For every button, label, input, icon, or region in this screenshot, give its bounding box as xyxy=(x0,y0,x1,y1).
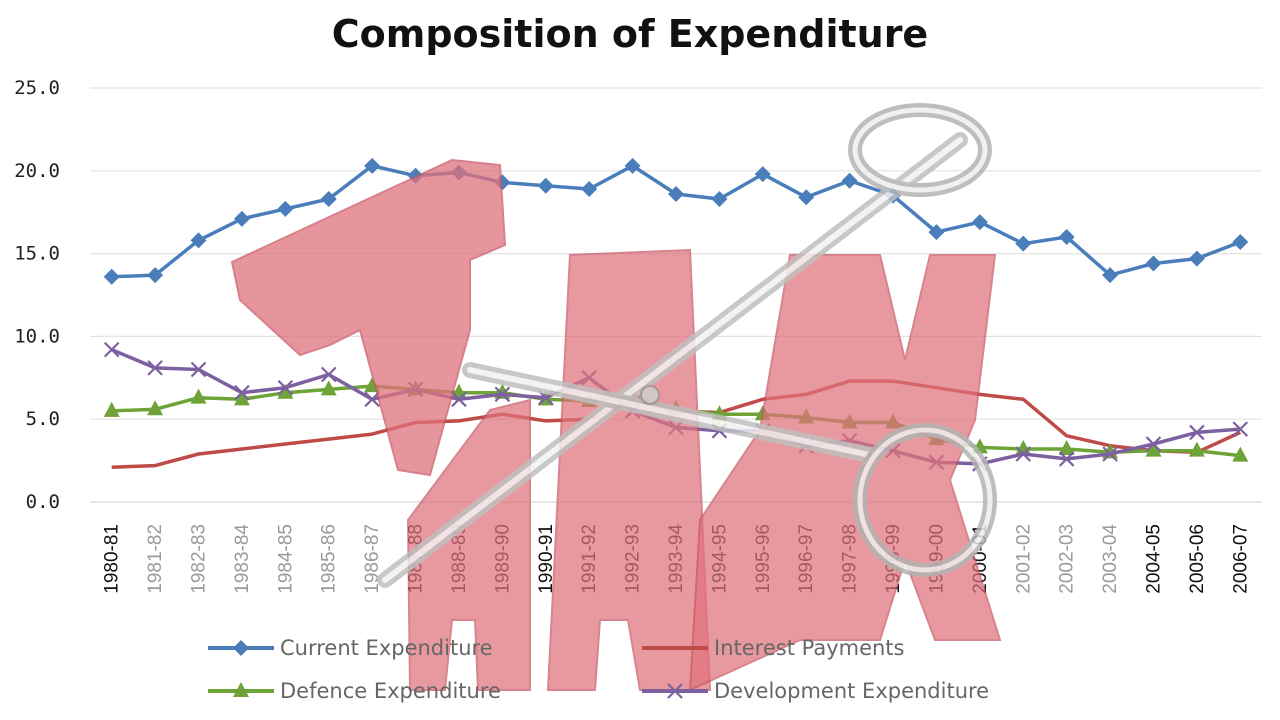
x-tick-label: 2005-06 xyxy=(1187,524,1208,594)
data-point-marker xyxy=(147,400,164,416)
data-point-marker xyxy=(1015,235,1032,252)
data-point-marker xyxy=(190,361,207,378)
data-point-marker xyxy=(147,360,163,376)
x-tick-label: 1986-87 xyxy=(362,524,383,594)
legend-label: Interest Payments xyxy=(714,636,904,660)
data-point-marker xyxy=(233,390,250,406)
legend-label: Defence Expenditure xyxy=(280,679,501,703)
y-axis: 0.0 5.0 10.0 15.0 20.0 25.0 xyxy=(14,77,60,513)
x-tick-label: 2002-03 xyxy=(1057,524,1078,594)
data-point-marker xyxy=(451,391,467,408)
x-tick-label: 1980-81 xyxy=(102,524,123,594)
y-tick-label: 15.0 xyxy=(14,243,60,265)
x-tick-label: 1984-85 xyxy=(275,524,296,594)
x-tick-label: 2003-04 xyxy=(1100,524,1121,594)
legend-entry: Defence Expenditure xyxy=(208,679,501,703)
y-tick-label: 10.0 xyxy=(14,325,60,347)
data-point-marker xyxy=(190,232,207,249)
data-point-marker xyxy=(1058,440,1075,456)
data-point-marker xyxy=(581,181,598,198)
data-point-marker xyxy=(1145,255,1162,272)
legend-entry: Current Expenditure xyxy=(208,636,493,660)
chart-title: Composition of Expenditure xyxy=(331,12,929,56)
data-point-marker xyxy=(1188,250,1205,267)
data-point-marker xyxy=(233,640,249,656)
data-point-marker xyxy=(1189,424,1205,441)
legend-label: Development Expenditure xyxy=(714,679,989,703)
data-point-marker xyxy=(798,189,815,206)
legend-label: Current Expenditure xyxy=(280,636,493,660)
data-point-marker xyxy=(233,210,250,227)
y-tick-label: 25.0 xyxy=(14,77,60,99)
x-tick-label: 1981-82 xyxy=(145,524,166,594)
data-point-marker xyxy=(1058,451,1075,467)
data-point-marker xyxy=(1232,421,1249,437)
legend-entry: Development Expenditure xyxy=(642,679,989,703)
data-point-marker xyxy=(1058,229,1075,246)
scissors-icon xyxy=(377,103,997,588)
overlay-letter-t xyxy=(230,158,507,477)
x-tick-label: 2004-05 xyxy=(1143,524,1164,594)
data-point-marker xyxy=(234,384,250,401)
data-point-marker xyxy=(147,267,164,284)
data-point-marker xyxy=(754,166,771,183)
data-point-marker xyxy=(494,386,511,403)
x-tick-label: 1983-84 xyxy=(232,524,253,594)
data-point-marker xyxy=(320,190,337,207)
tax-scissors-illustration xyxy=(230,103,1002,692)
data-point-marker xyxy=(1232,234,1249,251)
data-point-marker xyxy=(624,157,641,174)
data-point-marker xyxy=(1015,446,1032,462)
data-point-marker xyxy=(971,214,988,231)
legend-entry: Interest Payments xyxy=(642,636,904,660)
data-point-marker xyxy=(841,172,858,189)
data-point-marker xyxy=(103,401,120,417)
data-point-marker xyxy=(711,190,728,207)
data-point-marker xyxy=(1232,446,1249,462)
data-point-marker xyxy=(537,177,554,194)
data-point-marker xyxy=(277,383,294,399)
data-point-marker xyxy=(190,388,207,404)
y-tick-label: 0.0 xyxy=(26,491,60,513)
data-point-marker xyxy=(928,224,945,241)
data-point-marker xyxy=(277,379,294,396)
data-point-marker xyxy=(668,185,684,202)
data-point-marker xyxy=(233,682,249,697)
data-point-marker xyxy=(1145,441,1162,457)
data-point-marker xyxy=(1102,446,1118,462)
data-point-marker xyxy=(364,157,381,174)
y-tick-label: 5.0 xyxy=(26,408,60,430)
data-point-marker xyxy=(103,341,120,358)
data-point-marker xyxy=(277,200,294,217)
x-tick-label: 1985-86 xyxy=(319,524,340,594)
x-tick-label: 2006-07 xyxy=(1230,524,1251,594)
x-tick-label: 1990-91 xyxy=(536,524,557,594)
data-point-marker xyxy=(320,380,337,396)
data-point-marker xyxy=(1188,441,1205,457)
data-point-marker xyxy=(667,683,683,699)
x-tick-label: 2001-02 xyxy=(1013,524,1034,594)
data-point-marker xyxy=(1145,436,1162,452)
y-tick-label: 20.0 xyxy=(14,160,60,182)
x-tick-label: 1982-83 xyxy=(189,524,210,594)
overlay-letter-x xyxy=(688,254,1002,692)
data-point-marker xyxy=(320,366,337,383)
data-point-marker xyxy=(1102,267,1119,284)
data-point-marker xyxy=(103,268,120,285)
series-0 xyxy=(103,157,1249,285)
legend: Current Expenditure Interest Payments Defe… xyxy=(208,636,989,703)
